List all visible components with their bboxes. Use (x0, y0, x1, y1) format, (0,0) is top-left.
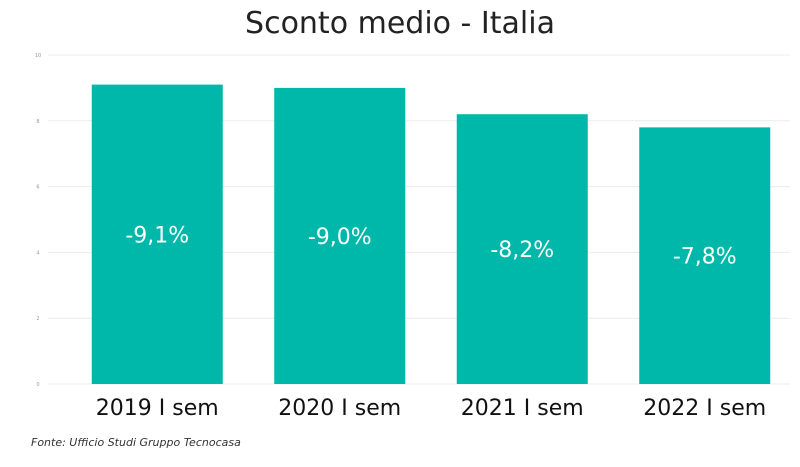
y-tick-label: 6 (36, 185, 39, 191)
data-label: -9,0% (308, 225, 372, 250)
x-tick-label: 2020 I sem (278, 396, 401, 421)
data-label: -9,1% (125, 223, 189, 248)
x-axis-ticks: 2019 I sem 2020 I sem 2021 I sem 2022 I sem (96, 396, 766, 421)
chart-source: Fonte: Ufficio Studi Gruppo Tecnocasa (31, 436, 241, 449)
data-label: -7,8% (673, 245, 737, 270)
y-axis-ticks: 0 2 4 6 8 10 (35, 53, 41, 388)
bar (274, 87, 406, 385)
bar (91, 84, 223, 385)
bar (456, 114, 588, 384)
y-tick-label: 4 (36, 250, 39, 256)
y-tick-label: 2 (36, 316, 39, 322)
chart-title: Sconto medio - Italia (245, 6, 555, 41)
y-tick-label: 8 (36, 119, 39, 125)
x-tick-label: 2021 I sem (461, 396, 584, 421)
y-tick-label: 0 (36, 382, 39, 388)
y-tick-label: 10 (35, 53, 41, 59)
x-tick-label: 2019 I sem (96, 396, 219, 421)
data-label: -8,2% (490, 238, 554, 263)
bar (639, 127, 771, 384)
bars (91, 84, 771, 385)
data-labels: -9,1% -9,0% -8,2% -7,8% (125, 223, 736, 269)
x-tick-label: 2022 I sem (643, 396, 766, 421)
